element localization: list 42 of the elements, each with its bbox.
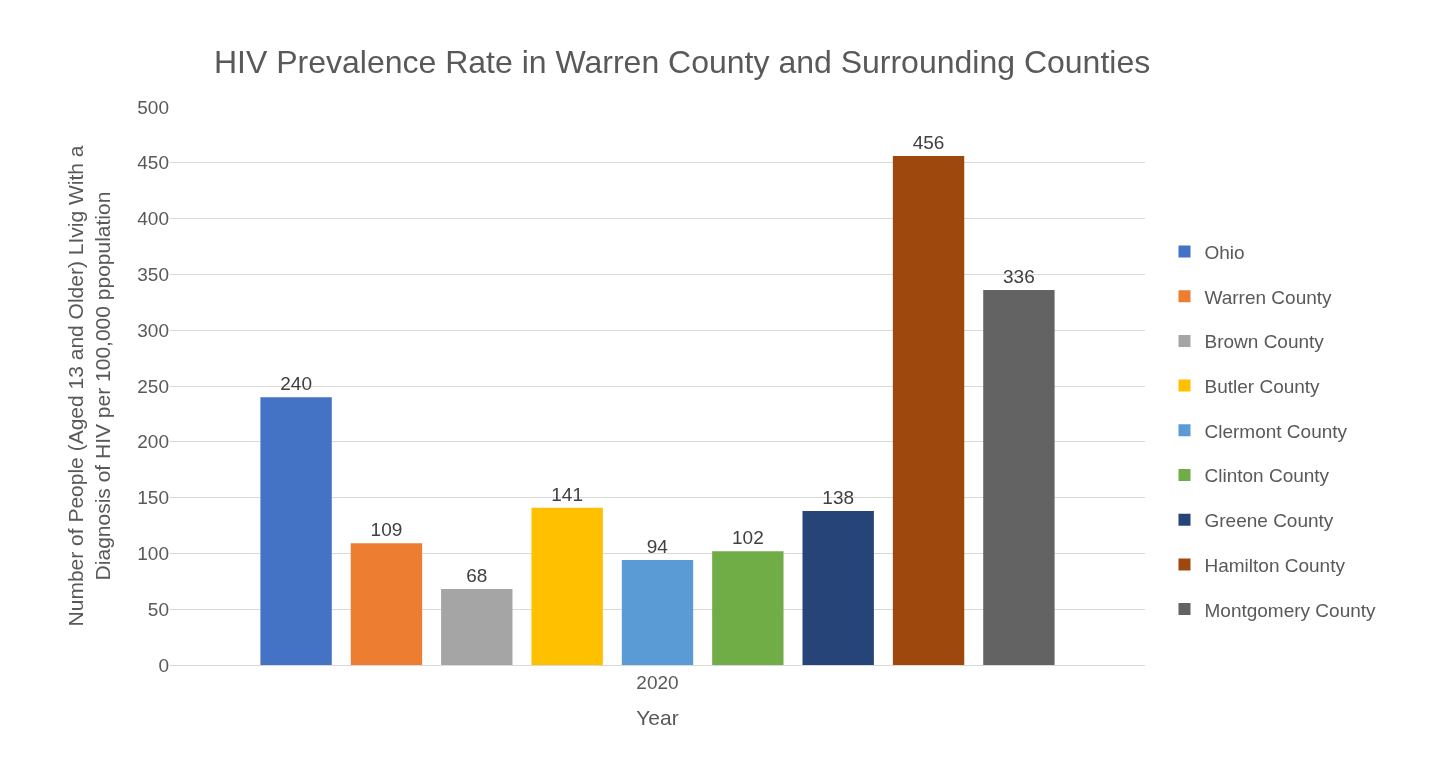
data-label: 102 (732, 527, 764, 549)
legend-label: Greene County (1204, 510, 1334, 532)
bar (802, 510, 874, 665)
y-tick-label: 250 (137, 375, 169, 397)
y-tick-label: 400 (137, 208, 169, 230)
bar (350, 543, 423, 665)
data-label: 240 (280, 373, 312, 395)
y-tick-label: 50 (147, 598, 169, 620)
y-tick-label: 450 (137, 152, 169, 174)
x-tick-label: 2020 (636, 671, 679, 693)
bar (621, 560, 694, 665)
data-label: 68 (466, 565, 488, 587)
y-tick-label: 150 (137, 487, 169, 509)
legend-label: Warren County (1204, 286, 1333, 308)
data-label: 138 (822, 486, 855, 508)
bar (712, 551, 784, 665)
bar (892, 156, 965, 665)
data-label: 336 (1003, 266, 1035, 288)
legend-label: Clermont County (1204, 420, 1348, 442)
y-tick-label: 0 (158, 654, 169, 676)
bar (983, 290, 1055, 665)
y-tick-label: 200 (137, 431, 169, 453)
bar (260, 397, 332, 665)
legend-label: Hamilton County (1204, 554, 1346, 576)
y-tick-label: 100 (137, 543, 169, 565)
y-axis-title: Number of People (Aged 13 and Older) LIvig With a Diagnosis of HIV per 100,000 ppopulation (64, 145, 115, 627)
bar (441, 589, 513, 665)
legend-label: Brown County (1204, 331, 1325, 353)
legend-label: Butler County (1204, 376, 1321, 397)
legend-label: Montgomery County (1204, 599, 1377, 621)
data-label: 456 (912, 132, 945, 154)
x-axis-title: Year (636, 706, 679, 729)
chart-title: HIV Prevalence Rate in Warren County and Surrounding Counties (214, 44, 1151, 81)
legend-label: Ohio (1204, 241, 1245, 263)
y-tick-label: 350 (137, 264, 169, 286)
data-label: 109 (370, 519, 403, 541)
y-tick-label: 300 (137, 319, 169, 341)
data-label: 94 (646, 536, 669, 558)
legend-label: Clinton County (1204, 465, 1330, 487)
y-tick-label: 500 (137, 96, 169, 118)
data-label: 141 (551, 483, 583, 505)
bar (531, 507, 603, 665)
